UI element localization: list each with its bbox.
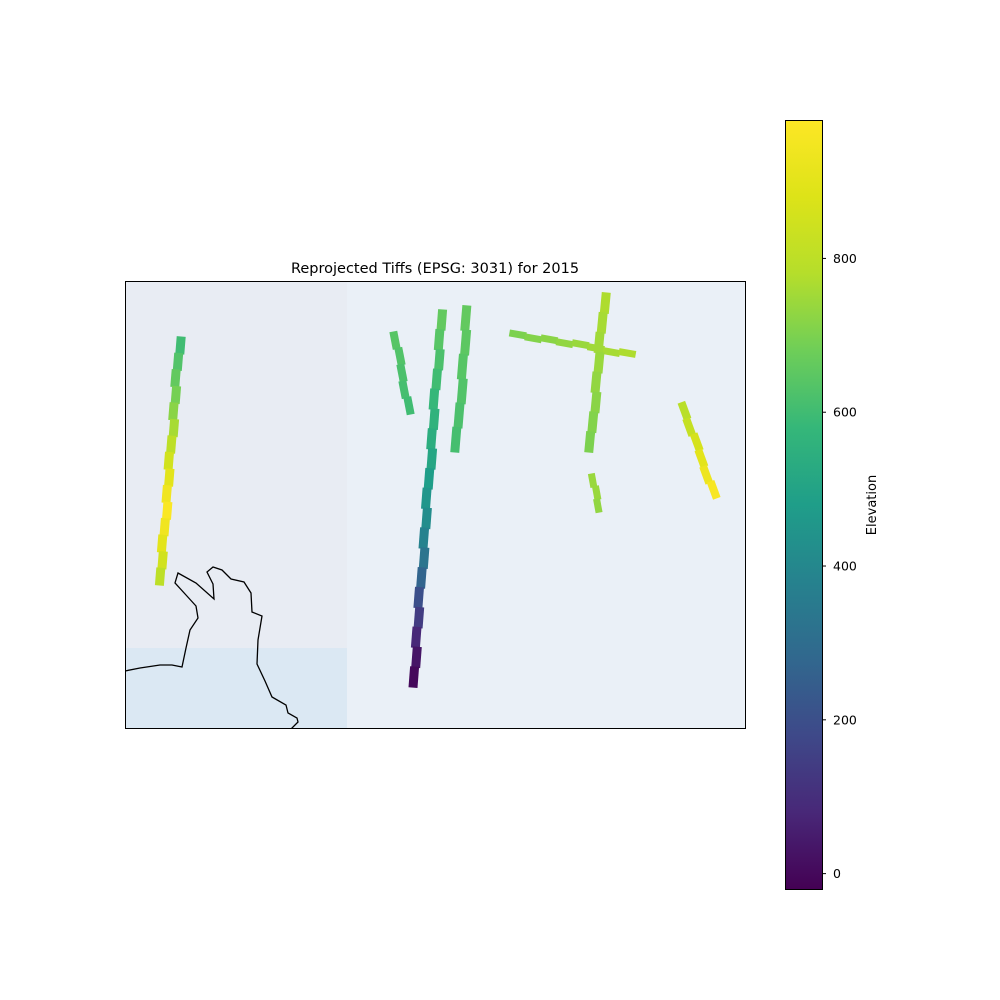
elevation-cell [587,472,598,488]
colorbar: 0 200 400 600 800 Elevation [785,120,880,890]
elevation-cell [508,329,527,340]
elevation-cell [591,485,602,501]
elevation-cell [694,448,709,469]
elevation-cell [170,368,181,388]
elevation-cell [156,534,168,553]
elevation-cell [590,371,602,394]
elevation-cell [426,428,437,450]
elevation-track [587,472,603,514]
elevation-cell [403,396,415,416]
elevation-cell [436,309,448,331]
elevation-cell [618,348,637,358]
elevation-cell [166,435,177,454]
elevation-cell [460,304,472,332]
elevation-cell [421,487,432,510]
basemap-tile-right [347,281,745,728]
elevation-track [154,336,186,586]
elevation-cell [590,391,602,414]
elevation-cell [161,501,173,520]
elevation-cell [161,484,172,504]
elevation-cell [418,527,430,550]
elevation-cell [428,388,440,411]
elevation-track [677,400,721,500]
elevation-cell [408,666,420,688]
colorbar-label: Elevation [865,475,880,535]
elevation-cell [428,408,440,431]
elevation-cell [540,334,559,345]
elevation-cell [584,431,596,453]
elevation-cell [689,432,704,453]
elevation-cell [154,567,166,586]
elevation-cell [163,451,175,471]
elevation-cell [421,507,432,530]
elevation-cell [434,348,445,371]
elevation-cell [431,368,442,391]
elevation-cell [593,351,605,374]
colorbar-gradient [785,120,822,889]
map-title: Reprojected Tiffs (EPSG: 3031) for 2015 [291,261,579,277]
elevation-track [389,330,415,416]
elevation-cell [587,411,599,434]
colorbar-frame [785,120,823,890]
elevation-track [408,309,448,688]
elevation-cell [170,385,182,405]
elevation-cell [172,352,184,372]
elevation-cell [699,464,714,485]
elevation-cell [593,498,603,514]
elevation-cell [456,353,468,380]
elevation-tracks [154,292,721,688]
elevation-cell [460,329,472,356]
elevation-cell [168,402,179,421]
elevation-cell [456,378,468,405]
elevation-cell [682,417,697,437]
elevation-cell [410,626,422,649]
water-area [125,648,347,728]
elevation-cell [389,330,401,350]
elevation-cell [423,467,435,490]
elevation-track [584,292,611,453]
map-frame [125,281,746,729]
elevation-cell [450,426,462,453]
elevation-cell [396,363,408,383]
elevation-cell [413,606,425,629]
elevation-cell [157,551,168,570]
elevation-cell [555,338,574,349]
colorbar-tick-label: 600 [833,405,857,420]
elevation-cell [418,547,430,569]
colorbar-ticks: 0 200 400 600 800 [822,251,857,881]
elevation-cell [524,333,543,344]
elevation-cell [571,339,590,350]
elevation-cell [596,311,608,334]
elevation-cell [159,517,170,537]
elevation-track [450,304,472,453]
elevation-cell [416,567,427,589]
elevation-cell [164,468,175,487]
elevation-cell [599,292,611,314]
elevation-cell [413,586,424,609]
elevation-cell [175,336,186,355]
map-axes [125,281,745,728]
elevation-cell [602,347,621,358]
elevation-cell [411,646,422,669]
elevation-cell [677,400,692,421]
elevation-cell [398,380,410,400]
colorbar-tick-label: 200 [833,712,857,727]
elevation-cell [706,480,721,500]
elevation-cell [593,331,605,354]
elevation-cell [426,448,438,470]
elevation-cell [433,328,445,351]
elevation-cell [168,418,180,438]
colorbar-tick-label: 800 [833,251,857,266]
elevation-track [508,329,637,358]
elevation-cell [394,346,406,366]
colorbar-tick-label: 0 [833,866,841,881]
basemap-tile-left [125,281,347,648]
coastline [125,566,299,728]
colorbar-tick-label: 400 [833,559,857,574]
elevation-cell [453,402,465,429]
